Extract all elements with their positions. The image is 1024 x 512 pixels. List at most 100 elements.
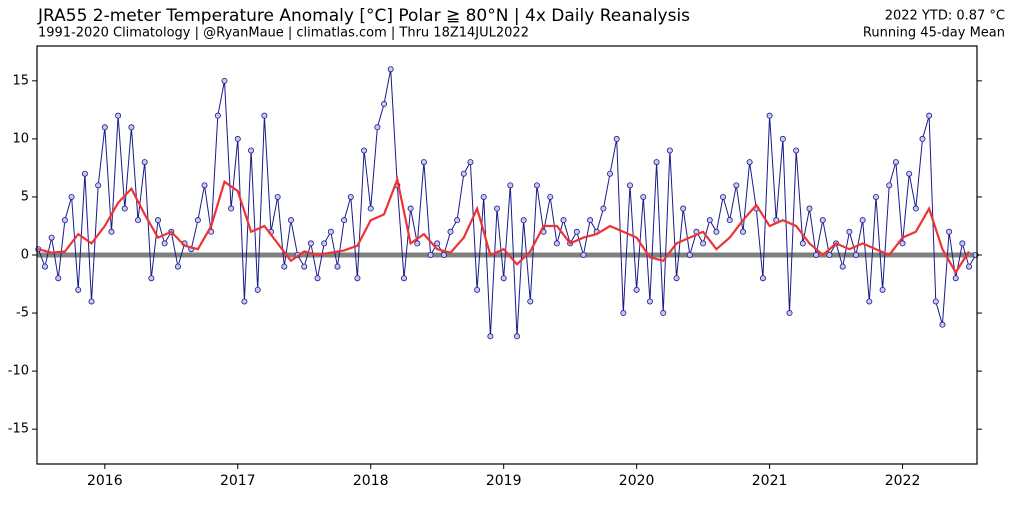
data-point (660, 310, 667, 317)
ytd-annotation: 2022 YTD: 0.87 °C (885, 9, 1005, 24)
data-point (314, 275, 321, 282)
data-point (128, 124, 135, 131)
data-point (201, 182, 208, 189)
data-point (261, 112, 268, 119)
x-tick-label: 2022 (885, 473, 921, 489)
y-tick-label: -15 (8, 422, 29, 437)
data-point (892, 159, 899, 166)
data-point (68, 193, 75, 200)
data-point (141, 159, 148, 166)
data-point (194, 217, 201, 224)
data-point (899, 240, 906, 247)
y-tick-label: 15 (12, 73, 29, 88)
data-point (161, 240, 168, 247)
data-point (759, 275, 766, 282)
y-tick-label: 5 (21, 189, 29, 204)
data-point (367, 205, 374, 212)
x-tick-label: 2017 (220, 473, 256, 489)
data-point (474, 286, 481, 293)
data-point (381, 101, 388, 108)
data-point (135, 217, 142, 224)
data-point (686, 251, 693, 258)
data-point (580, 251, 587, 258)
x-tick-label: 2020 (619, 473, 655, 489)
x-tick-label: 2021 (752, 473, 788, 489)
data-point (839, 263, 846, 270)
y-tick-label: -10 (8, 364, 29, 379)
y-tick-label: -5 (16, 306, 29, 321)
data-point (813, 251, 820, 258)
data-point (101, 124, 108, 131)
data-point (467, 159, 474, 166)
data-point (739, 228, 746, 235)
x-tick-label: 2019 (486, 473, 522, 489)
data-point (720, 193, 727, 200)
series-line (37, 69, 977, 337)
data-point (234, 135, 241, 142)
data-point (48, 234, 55, 241)
data-point (872, 193, 879, 200)
data-point (354, 275, 361, 282)
data-point (946, 228, 953, 235)
data-point (61, 217, 68, 224)
data-point (55, 275, 62, 282)
data-point (706, 217, 713, 224)
data-point (341, 217, 348, 224)
data-point (932, 298, 939, 305)
data-point (912, 205, 919, 212)
data-point (41, 263, 48, 270)
data-point (400, 275, 407, 282)
data-point (713, 228, 720, 235)
data-point (673, 275, 680, 282)
data-point (553, 240, 560, 247)
data-point (906, 170, 913, 177)
data-point (361, 147, 368, 154)
legend-entry: Running 45-day Mean (863, 26, 1005, 41)
data-point (327, 228, 334, 235)
data-point (301, 263, 308, 270)
data-point (587, 217, 594, 224)
data-point (427, 251, 434, 258)
data-point (214, 112, 221, 119)
data-point (88, 298, 95, 305)
data-point (613, 135, 620, 142)
x-tick-label: 2018 (353, 473, 389, 489)
data-point (520, 217, 527, 224)
chart-subtitle: 1991-2020 Climatology | @RyanMaue | clim… (38, 26, 529, 41)
data-point (407, 205, 414, 212)
data-point (600, 205, 607, 212)
data-point (248, 147, 255, 154)
data-point (447, 228, 454, 235)
data-point (321, 240, 328, 247)
data-point (952, 275, 959, 282)
data-point (646, 298, 653, 305)
data-point (487, 333, 494, 340)
data-point (440, 251, 447, 258)
data-point (819, 217, 826, 224)
data-point (414, 240, 421, 247)
data-point (547, 193, 554, 200)
data-point (853, 251, 860, 258)
data-point (108, 228, 115, 235)
data-point (879, 286, 886, 293)
y-tick-label: 0 (21, 248, 29, 263)
data-point (334, 263, 341, 270)
data-point (733, 182, 740, 189)
data-point (633, 286, 640, 293)
plot-area (35, 66, 979, 340)
data-point (507, 182, 514, 189)
data-point (653, 159, 660, 166)
data-point (454, 217, 461, 224)
data-point (746, 159, 753, 166)
data-point (640, 193, 647, 200)
data-point (174, 263, 181, 270)
data-point (919, 135, 926, 142)
data-point (241, 298, 248, 305)
data-point (287, 217, 294, 224)
data-point (154, 217, 161, 224)
data-point (886, 182, 893, 189)
data-point (799, 240, 806, 247)
data-point (254, 286, 261, 293)
